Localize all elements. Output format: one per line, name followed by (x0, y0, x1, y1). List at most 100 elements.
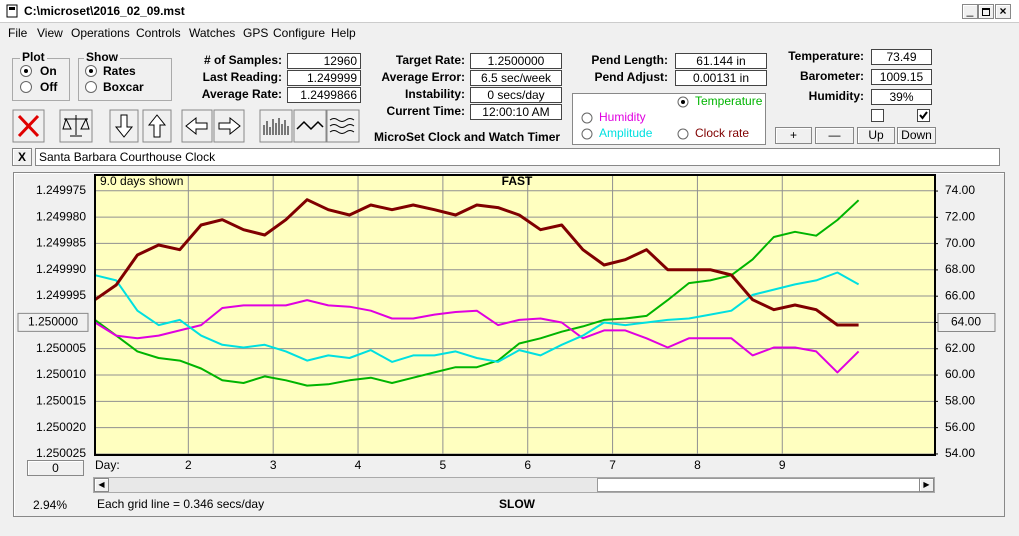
close-button[interactable]: × (995, 4, 1011, 19)
right-tool[interactable] (213, 109, 245, 143)
field-value[interactable]: 6.5 sec/week (470, 70, 562, 86)
control-button[interactable]: Up (857, 127, 895, 144)
field-label: Pend Length: (591, 53, 668, 67)
app-icon (6, 4, 18, 18)
field-label: Pend Adjust: (594, 70, 668, 84)
toolbar (12, 109, 360, 143)
tick-box (17, 312, 89, 332)
legend-label: Clock rate (695, 126, 749, 140)
menu-item[interactable]: View (37, 26, 63, 40)
legend-radio[interactable] (677, 128, 689, 140)
check-mark (919, 111, 928, 120)
menu-item[interactable]: Controls (136, 26, 181, 40)
field-label: Average Error: (381, 70, 465, 84)
y-tick-label: 1.250010 (36, 367, 86, 381)
radio-dot (89, 69, 93, 73)
menu-item[interactable]: GPS (243, 26, 269, 40)
clear-button[interactable]: X (12, 148, 32, 166)
legend-radio[interactable] (581, 128, 593, 140)
series-selector (572, 93, 766, 145)
x-tick-label: 3 (270, 458, 277, 472)
window-title: C:\microset\2016_02_09.mst (24, 4, 185, 18)
legend-radio[interactable] (581, 112, 593, 124)
field-value[interactable]: 39% (871, 89, 932, 105)
y-tick-label: 1.250000 (28, 315, 78, 329)
checkbox[interactable] (871, 109, 884, 122)
scale-tool[interactable] (59, 109, 93, 143)
legend-label: Amplitude (599, 126, 653, 140)
group-title: Plot (20, 50, 47, 64)
field-value[interactable]: 1.2500000 (470, 53, 562, 69)
radio-button[interactable] (20, 81, 32, 93)
waves-tool[interactable] (326, 109, 360, 143)
radio-button[interactable] (20, 65, 32, 77)
y2-tick-label: 70.00 (945, 236, 975, 250)
show-group (78, 58, 172, 101)
plot-border (94, 174, 936, 456)
down-tool[interactable] (109, 109, 139, 143)
y2-tick-label: 66.00 (945, 288, 975, 302)
field-label: # of Samples: (203, 53, 282, 67)
menu-item[interactable]: Operations (71, 26, 130, 40)
control-button[interactable]: — (815, 127, 854, 144)
app-title: MicroSet Clock and Watch Timer (374, 130, 561, 144)
days-shown: 9.0 days shown (100, 174, 183, 188)
wave-tool[interactable] (293, 109, 327, 143)
scroll-right[interactable]: ▶ (919, 478, 934, 492)
legend-radio-dot (681, 100, 685, 104)
y-tick-label: 1.250005 (36, 341, 86, 355)
left-tool[interactable] (181, 109, 213, 143)
maximize-button[interactable] (978, 4, 994, 19)
x-tick-label: 7 (609, 458, 616, 472)
checkbox[interactable] (917, 109, 930, 122)
field-value[interactable]: 12960 (287, 53, 361, 69)
y-tick-label: 1.249990 (36, 262, 86, 276)
field-value[interactable]: 1.2499866 (287, 87, 361, 103)
scroll-left[interactable]: ◀ (94, 478, 109, 492)
field-value[interactable]: 73.49 (871, 49, 932, 65)
watch-name[interactable]: Santa Barbara Courthouse Clock (35, 148, 1000, 166)
chart-frame (13, 172, 1005, 517)
up-tool[interactable] (142, 109, 172, 143)
series-line (94, 271, 860, 363)
radio-button[interactable] (85, 65, 97, 77)
x-tick-label: 9 (779, 458, 786, 472)
field-value[interactable]: 0 secs/day (470, 87, 562, 103)
radio-button[interactable] (85, 81, 97, 93)
menu-item[interactable]: File (8, 26, 28, 40)
menu-item[interactable]: Watches (189, 26, 236, 40)
bars-tool[interactable] (259, 109, 293, 143)
footnote: Each grid line = 0.346 secs/day (97, 497, 264, 511)
field-value[interactable]: 1.249999 (287, 70, 361, 86)
scrollbar[interactable]: ◀ ▶ (93, 477, 935, 493)
y2-tick-label: 68.00 (945, 262, 975, 276)
menu-item[interactable]: Help (331, 26, 356, 40)
scale-box[interactable]: 0 (27, 460, 84, 476)
control-button[interactable]: + (775, 127, 812, 144)
x-tick-label: 8 (694, 458, 701, 472)
x-tick-label: 2 (185, 458, 192, 472)
field-value[interactable]: 1009.15 (871, 69, 932, 85)
x-tick-label: 6 (524, 458, 531, 472)
control-button[interactable]: Down (897, 127, 936, 144)
tick-box (937, 312, 996, 332)
clear-tool[interactable] (12, 109, 45, 143)
fast-label: FAST (502, 174, 533, 188)
x-label: Day: (95, 458, 120, 472)
field-label: Barometer: (799, 69, 864, 83)
field-value[interactable]: 61.144 in (675, 53, 767, 69)
plot-area (95, 175, 935, 455)
y2-tick-label: 58.00 (945, 394, 975, 408)
field-value[interactable]: 0.00131 in (675, 70, 767, 86)
x-tick-label: 4 (355, 458, 362, 472)
percent: 2.94% (33, 498, 68, 512)
menu-item[interactable]: Configure (273, 26, 326, 40)
legend-label: Humidity (599, 110, 646, 124)
field-label: Average Rate: (201, 87, 282, 101)
minimize-button[interactable]: _ (962, 4, 978, 19)
field-label: Instability: (404, 87, 465, 101)
field-label: Humidity: (808, 89, 864, 103)
radio-label: On (40, 64, 57, 78)
field-value[interactable]: 12:00:10 AM (470, 104, 562, 120)
